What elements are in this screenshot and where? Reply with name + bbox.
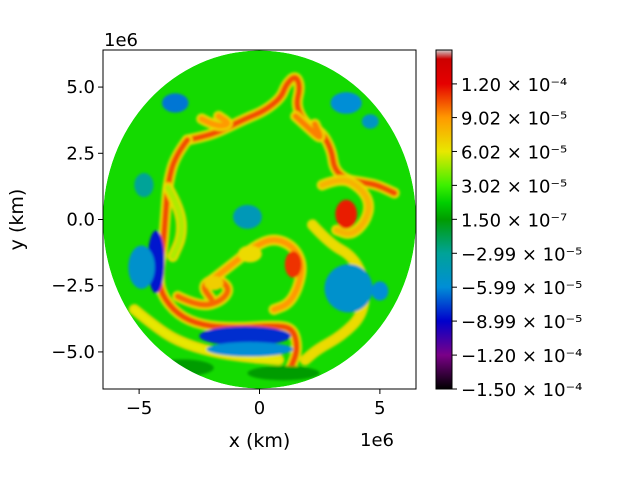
x-offset-label: 1e6	[360, 430, 394, 451]
y-tick-label: 5.0	[66, 77, 95, 98]
vorticity-band	[131, 306, 282, 363]
vorticity-eddy	[247, 365, 320, 381]
colorbar-gradient	[435, 49, 453, 390]
colorbar-tick-label: 1.50 × 10⁻⁷	[461, 210, 567, 231]
colorbar-tick-label: −1.50 × 10⁻⁴	[461, 380, 582, 401]
colorbar-tick-label: −5.99 × 10⁻⁵	[461, 278, 582, 299]
colorbar-tick-label: −8.99 × 10⁻⁵	[461, 312, 582, 333]
field-features	[128, 72, 400, 381]
x-axis: −5 0 5	[126, 389, 386, 419]
vorticity-eddy	[237, 245, 262, 263]
vorticity-eddy	[335, 199, 358, 229]
vorticity-eddy	[204, 275, 224, 291]
vorticity-band	[292, 113, 323, 140]
vorticity-eddy	[161, 93, 189, 113]
vorticity-eddy	[324, 264, 373, 313]
vorticity-eddy	[206, 342, 294, 357]
y-tick-label: −2.5	[51, 276, 95, 297]
vorticity-band	[165, 184, 185, 260]
vorticity-eddy	[371, 281, 389, 301]
y-axis-label: y (km)	[6, 189, 28, 251]
vorticity-eddy	[128, 245, 155, 289]
x-tick-label: −5	[126, 398, 153, 419]
x-tick-label: 5	[374, 398, 385, 419]
field-map	[103, 50, 416, 389]
plot-area	[102, 49, 417, 390]
vorticity-band	[156, 137, 300, 371]
vorticity-eddy	[134, 173, 154, 198]
vorticity-eddy	[199, 326, 291, 346]
colorbar: 1.20 × 10⁻⁴ 9.02 × 10⁻⁵ 6.02 × 10⁻⁵ 3.02 × …	[435, 49, 582, 401]
y-tick-label: −5.0	[51, 342, 95, 363]
colorbar-tick-label: 1.20 × 10⁻⁴	[461, 75, 567, 96]
y-axis: 5.0 2.5 0.0 −2.5 −5.0	[51, 77, 103, 363]
x-axis-label: x (km)	[229, 430, 291, 452]
vorticity-eddy	[233, 204, 262, 229]
y-tick-label: 2.5	[66, 143, 95, 164]
vorticity-band	[198, 113, 231, 129]
vorticity-eddy	[330, 92, 362, 114]
vorticity-band	[319, 177, 372, 237]
colorbar-tick-label: −2.99 × 10⁻⁵	[461, 244, 582, 265]
vorticity-eddy	[284, 251, 302, 278]
colorbar-tick-label: 9.02 × 10⁻⁵	[461, 109, 567, 130]
x-tick-label: 0	[254, 398, 265, 419]
vorticity-eddy	[361, 114, 379, 129]
colorbar-tick-label: 6.02 × 10⁻⁵	[461, 142, 567, 163]
y-tick-label: 0.0	[66, 210, 95, 231]
colorbar-tick-label: −1.20 × 10⁻⁴	[461, 346, 582, 367]
colorbar-tick-label: 3.02 × 10⁻⁵	[461, 176, 567, 197]
colorbar-ticks: 1.20 × 10⁻⁴ 9.02 × 10⁻⁵ 6.02 × 10⁻⁵ 3.02 × …	[452, 75, 582, 401]
y-offset-label: 1e6	[104, 30, 138, 51]
